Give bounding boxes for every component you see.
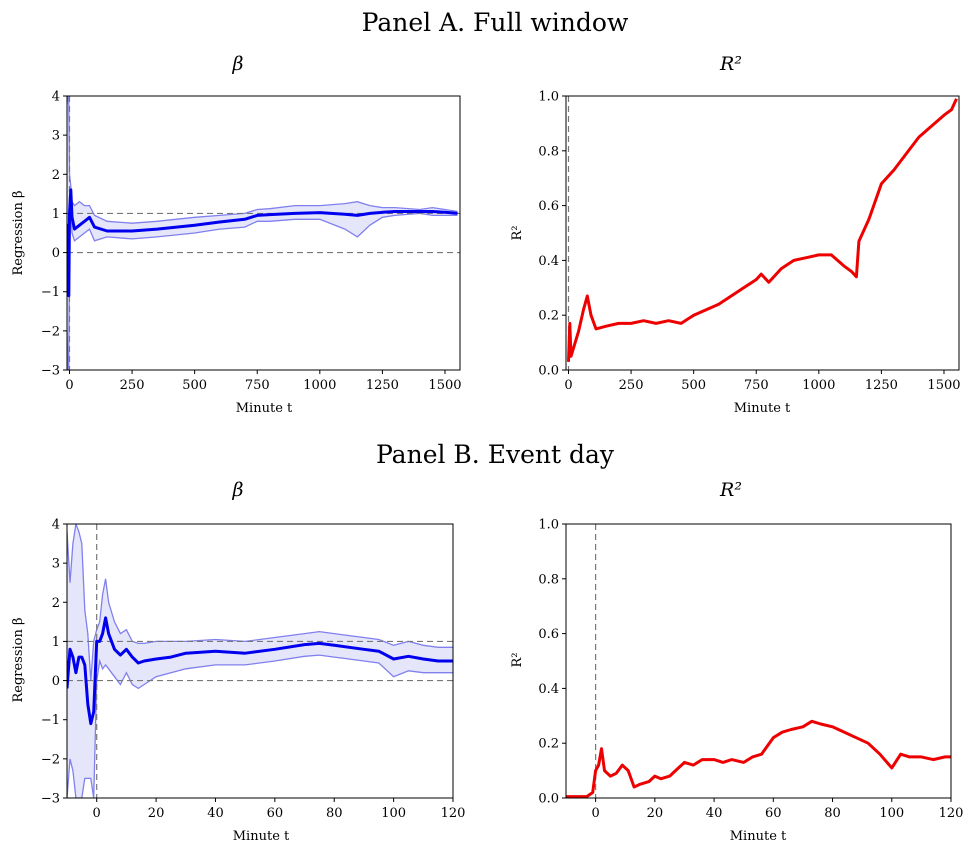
y-tick-label: 0 [52,246,60,261]
plot-title: β [232,53,244,75]
panel-a-r2-plot: R² Minute t R² 0 250 500 750 1000 1250 1500 0.0… [510,53,961,416]
axes-frame [565,95,960,371]
y-tick-label: 4 [52,90,60,105]
r2-line [567,98,958,362]
y-tick-label: 1.0 [538,518,559,533]
x-tick-label: 1250 [865,378,898,393]
x-tick-label: 80 [824,806,841,821]
y-tick-label: 2 [52,596,60,611]
panel-a-beta-plot: β Minute t Regression β 0 250 500 750 1000 12… [11,53,462,416]
y-axis-label: R² [510,226,525,241]
x-tick-label: 100 [381,806,406,821]
x-tick-label: 100 [879,806,904,821]
y-tick-label: 0 [52,674,60,689]
x-tick-label: 20 [647,806,664,821]
x-tick-label: 250 [120,378,145,393]
y-tick-label: 1 [52,635,60,650]
x-tick-label: 120 [441,806,466,821]
y-tick-label: 2 [52,168,60,183]
y-tick-label: 0.2 [538,309,559,324]
y-tick-label: 0.0 [538,364,559,379]
y-tick-label: 0.8 [538,144,559,159]
plot-title: R² [719,479,742,501]
panel-b-r2-plot: R² Minute t R² 0 20 40 60 80 100 120 0.0 0.2 0.4 0… [510,479,963,844]
beta-estimate-line [67,616,453,726]
axes-frame [565,523,952,799]
y-tick-label: 4 [52,518,60,533]
panel-b-beta-plot: β Minute t Regression β 0 20 40 60 80 100 120−… [11,479,465,844]
x-tick-label: 40 [207,806,224,821]
x-tick-label: 80 [326,806,343,821]
axes-frame [66,95,461,371]
y-tick-label: −1 [41,285,60,300]
x-tick-label: 250 [619,378,644,393]
y-tick-label: 0.6 [538,199,559,214]
plot-title: R² [719,53,742,75]
lower-bound-line [67,201,458,370]
x-tick-label: 0 [591,806,599,821]
x-tick-label: 1000 [303,378,336,393]
y-tick-label: 0.8 [538,572,559,587]
x-tick-label: 0 [93,806,101,821]
panel-b-title: Panel B. Event day [376,440,615,469]
plot-title: β [232,479,244,501]
x-tick-label: 40 [706,806,723,821]
r2-line [566,719,951,798]
x-axis-label: Minute t [730,829,787,844]
x-tick-label: 60 [267,806,284,821]
y-tick-label: 0.4 [538,254,559,269]
x-tick-label: 0 [564,378,572,393]
y-tick-label: 3 [52,557,60,572]
axes-frame [66,523,454,799]
y-tick-label: −3 [41,364,60,379]
y-tick-label: 1.0 [538,90,559,105]
plot-area [566,524,951,798]
x-tick-label: 1000 [802,378,835,393]
x-tick-label: 750 [245,378,270,393]
y-tick-label: 0.6 [538,627,559,642]
x-axis-label: Minute t [236,401,293,416]
y-tick-label: 1 [52,207,60,222]
plot-area [67,524,453,798]
plot-area [67,96,460,370]
x-tick-label: 750 [744,378,769,393]
plot-area [567,96,958,370]
x-tick-label: 1250 [366,378,399,393]
upper-bound-line [67,96,458,224]
y-tick-label: 0.2 [538,737,559,752]
y-axis-label: R² [510,653,525,668]
lower-bound-line [67,654,453,798]
x-tick-label: 1500 [428,378,461,393]
y-tick-label: −2 [41,752,60,767]
y-tick-label: 0.0 [538,792,559,807]
x-tick-label: 60 [765,806,782,821]
x-axis-label: Minute t [233,829,290,844]
x-tick-label: 500 [182,378,207,393]
y-tick-label: −1 [41,713,60,728]
upper-bound-line [67,524,453,681]
y-tick-label: 3 [52,129,60,144]
x-tick-label: 1500 [927,378,960,393]
y-tick-label: −2 [41,324,60,339]
y-tick-label: −3 [41,792,60,807]
x-tick-label: 0 [65,378,73,393]
confidence-band [67,524,453,798]
x-tick-label: 500 [681,378,706,393]
x-tick-label: 20 [148,806,165,821]
y-axis-label: Regression β [11,190,26,275]
x-axis-label: Minute t [734,401,791,416]
y-axis-label: Regression β [11,617,26,702]
x-tick-label: 120 [939,806,963,821]
confidence-band [67,96,458,370]
y-tick-label: 0.4 [538,682,559,697]
panel-a-title: Panel A. Full window [362,8,629,37]
beta-estimate-line [67,188,458,298]
